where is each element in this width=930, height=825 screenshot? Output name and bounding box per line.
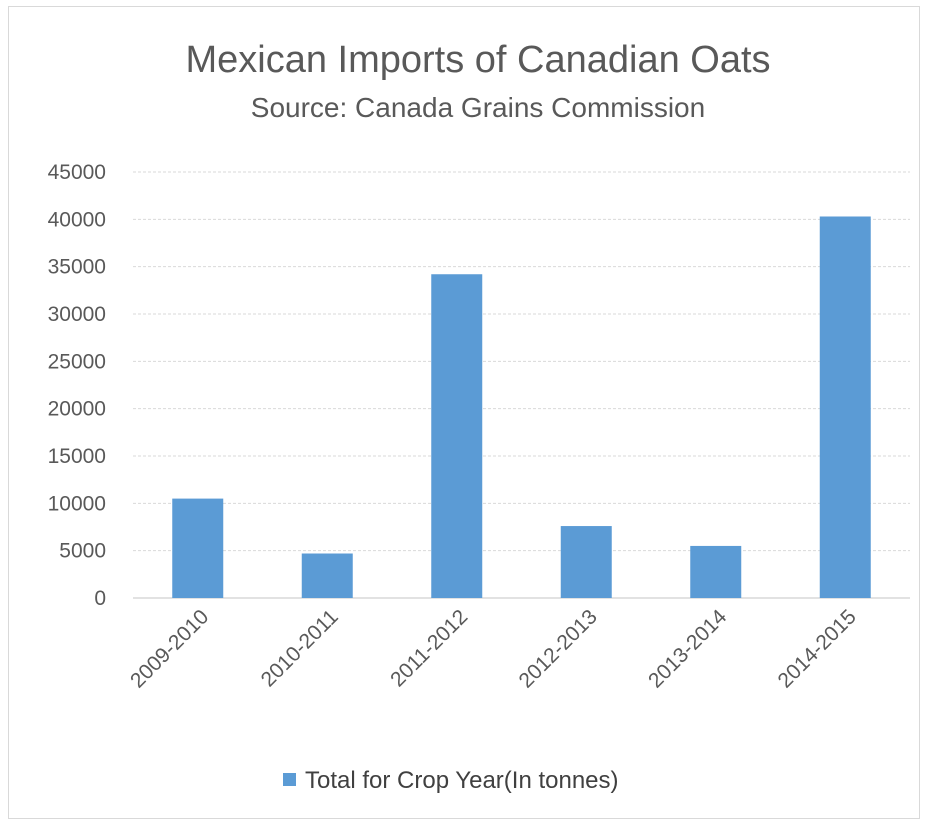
bar-2012-2013 <box>560 526 612 598</box>
y-tick-label: 0 <box>94 587 106 610</box>
y-tick-label: 25000 <box>48 350 106 373</box>
x-tick-label: 2010-2011 <box>257 605 343 691</box>
legend-label: Total for Crop Year(In tonnes) <box>305 767 619 794</box>
y-tick-label: 20000 <box>48 398 106 421</box>
y-tick-label: 30000 <box>48 303 106 326</box>
y-tick-label: 35000 <box>48 256 106 279</box>
x-tick-label: 2013-2014 <box>644 605 732 693</box>
x-axis-ticks: 2009-2010 2010-2011 2011-2012 2012-2013 2013… <box>126 605 861 693</box>
bar-2009-2010 <box>172 498 224 598</box>
y-tick-label: 5000 <box>59 540 106 563</box>
y-tick-label: 40000 <box>48 208 106 231</box>
bars <box>172 216 871 598</box>
x-tick-label: 2012-2013 <box>515 605 602 692</box>
bar-2013-2014 <box>690 545 742 598</box>
x-tick-label: 2011-2012 <box>386 605 472 691</box>
legend: Total for Crop Year(In tonnes) <box>283 767 619 794</box>
legend-swatch <box>283 773 296 786</box>
x-tick-label: 2009-2010 <box>126 605 213 692</box>
y-tick-label: 10000 <box>48 492 106 515</box>
bar-2011-2012 <box>431 274 483 598</box>
y-tick-label: 45000 <box>48 161 106 184</box>
bar-2010-2011 <box>301 553 353 598</box>
x-tick-label: 2014-2015 <box>774 605 861 692</box>
bar-2014-2015 <box>819 216 871 598</box>
chart-title: Mexican Imports of Canadian Oats <box>185 39 770 81</box>
gridlines <box>133 171 910 599</box>
chart-subtitle: Source: Canada Grains Commission <box>251 92 705 123</box>
y-tick-label: 15000 <box>48 445 106 468</box>
y-axis-ticks: 0 5000 10000 15000 20000 25000 30000 35000 40000… <box>48 161 106 610</box>
